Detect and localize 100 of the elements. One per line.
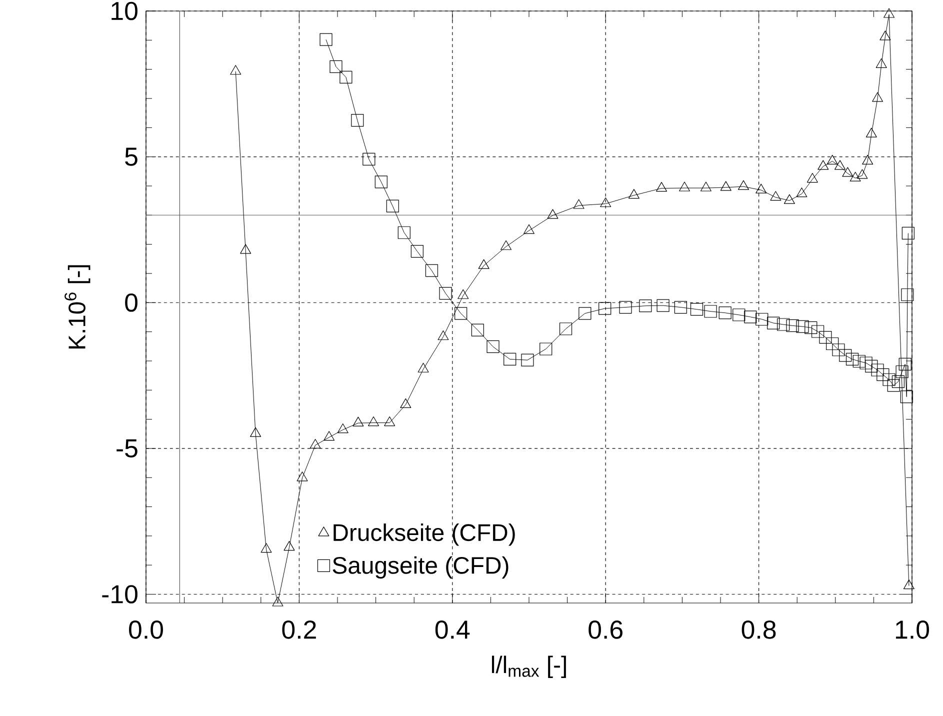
y-tick-label: -10 (102, 585, 138, 604)
point (876, 368, 890, 381)
point (628, 189, 640, 199)
legend-label: Druckseite (CFD) (334, 524, 515, 546)
point (860, 356, 872, 370)
y-tick-label: 10 (112, 2, 138, 20)
y-tick-label: 0 (125, 293, 138, 312)
point (756, 184, 767, 194)
point (784, 194, 795, 204)
point (811, 325, 824, 338)
point (777, 318, 790, 331)
point (720, 181, 732, 191)
point (900, 390, 913, 404)
point (865, 360, 878, 372)
legend-label: Saugseite (CFD) (332, 556, 508, 579)
y-tick-label: 5 (125, 148, 138, 166)
point (806, 172, 818, 183)
point (573, 199, 584, 209)
point (600, 197, 612, 208)
point (547, 209, 558, 219)
point (704, 305, 717, 318)
point (846, 352, 859, 366)
point (439, 286, 452, 300)
point (386, 200, 399, 212)
point (832, 344, 845, 356)
point (458, 289, 469, 299)
point (796, 320, 809, 333)
point (438, 330, 449, 340)
point (852, 354, 866, 368)
x-tick-label: 0.8 (742, 620, 776, 639)
point (559, 322, 572, 336)
point (826, 337, 839, 350)
point (410, 244, 424, 258)
point (826, 154, 838, 164)
point (876, 58, 887, 68)
point (732, 308, 746, 322)
point (839, 349, 852, 362)
point (819, 331, 832, 344)
point (639, 300, 652, 312)
point (690, 303, 704, 316)
point (656, 299, 670, 312)
y-axis-title: K.10$^{6}$ [-] (64, 265, 90, 348)
point (871, 364, 884, 376)
point (454, 307, 468, 320)
point (471, 324, 484, 336)
x-tick-label: 1.0 (896, 620, 929, 639)
point (786, 319, 799, 332)
point (240, 244, 252, 254)
point (478, 259, 490, 269)
point (351, 114, 364, 127)
point (521, 354, 534, 366)
point (887, 379, 900, 392)
x-tick-label: 0.4 (435, 620, 470, 639)
point (340, 70, 352, 84)
point (578, 307, 592, 320)
point (892, 375, 905, 388)
point (862, 154, 874, 164)
point (486, 340, 500, 353)
point (674, 300, 687, 314)
point (866, 128, 877, 138)
point (856, 169, 868, 179)
point (374, 176, 388, 188)
point (718, 306, 732, 320)
x-tick-label: 0.2 (282, 620, 316, 639)
point (330, 60, 342, 73)
point (524, 224, 534, 234)
x-tick-label: 0.6 (588, 620, 622, 639)
point (598, 302, 612, 315)
point (898, 358, 912, 370)
point (818, 160, 829, 170)
y-tick-label: -5 (116, 439, 138, 458)
x-tick-label: 0.0 (129, 620, 163, 639)
point (738, 180, 749, 190)
point (425, 264, 438, 277)
point (500, 240, 512, 250)
point (230, 65, 242, 75)
point (842, 167, 854, 177)
point (902, 226, 914, 240)
point (700, 182, 712, 192)
point (884, 8, 895, 18)
point (872, 92, 884, 102)
point (398, 226, 410, 239)
point (804, 321, 818, 334)
point (850, 172, 861, 182)
x-axis-title: l/l$_{max}$ [-] (492, 656, 566, 678)
point (540, 342, 552, 356)
point (504, 352, 516, 366)
point (619, 300, 632, 314)
point (834, 160, 846, 170)
point (656, 182, 668, 192)
point (744, 310, 757, 324)
point (796, 188, 808, 198)
point (882, 373, 896, 386)
point (362, 152, 376, 166)
point (770, 191, 782, 201)
point (767, 316, 780, 330)
point (880, 30, 891, 40)
point (901, 288, 914, 302)
point (679, 182, 690, 192)
point (896, 365, 908, 378)
